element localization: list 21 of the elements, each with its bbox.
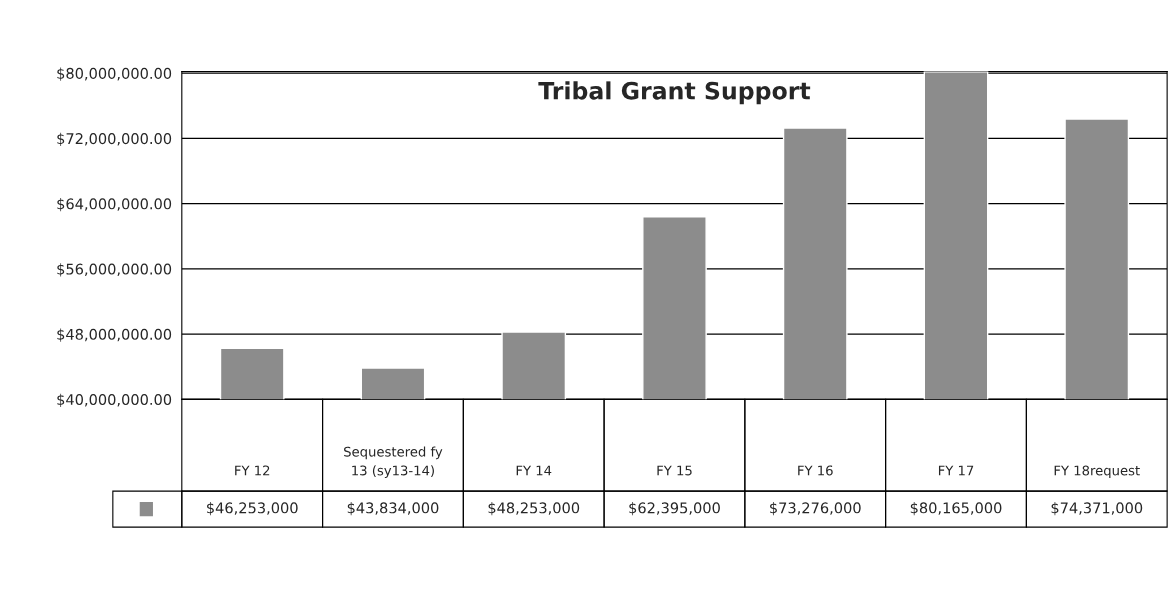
data-label: $62,395,000: [629, 502, 720, 516]
y-tick-label: $48,000,000.00: [57, 328, 172, 342]
data-label: $74,371,000: [1051, 502, 1143, 516]
x-tick-label: FY 17: [938, 465, 974, 476]
data-label: $48,253,000: [488, 502, 580, 516]
y-tick-label: $80,000,000.00: [57, 67, 172, 81]
data-label: $46,253,000: [207, 502, 298, 516]
data-label: $43,834,000: [347, 502, 439, 516]
x-tick-label: FY 16: [798, 465, 833, 476]
x-tick-label: FY 14: [516, 465, 552, 476]
y-tick-label: $72,000,000.00: [57, 132, 172, 147]
x-tick-label: FY 12: [235, 465, 270, 476]
x-tick-label: Sequestered fy 13 (sy13-14): [344, 446, 443, 478]
y-tick-label: $40,000,000.00: [57, 393, 172, 407]
data-label: $73,276,000: [770, 502, 861, 516]
chart-title: Tribal Grant Support: [538, 81, 811, 105]
y-tick-label: $64,000,000.00: [57, 198, 172, 212]
y-tick-label: $56,000,000.00: [57, 263, 172, 277]
x-tick-label: FY 18request: [1054, 465, 1140, 478]
data-label: $80,165,000: [910, 502, 1002, 516]
x-tick-label: FY 15: [657, 465, 692, 476]
